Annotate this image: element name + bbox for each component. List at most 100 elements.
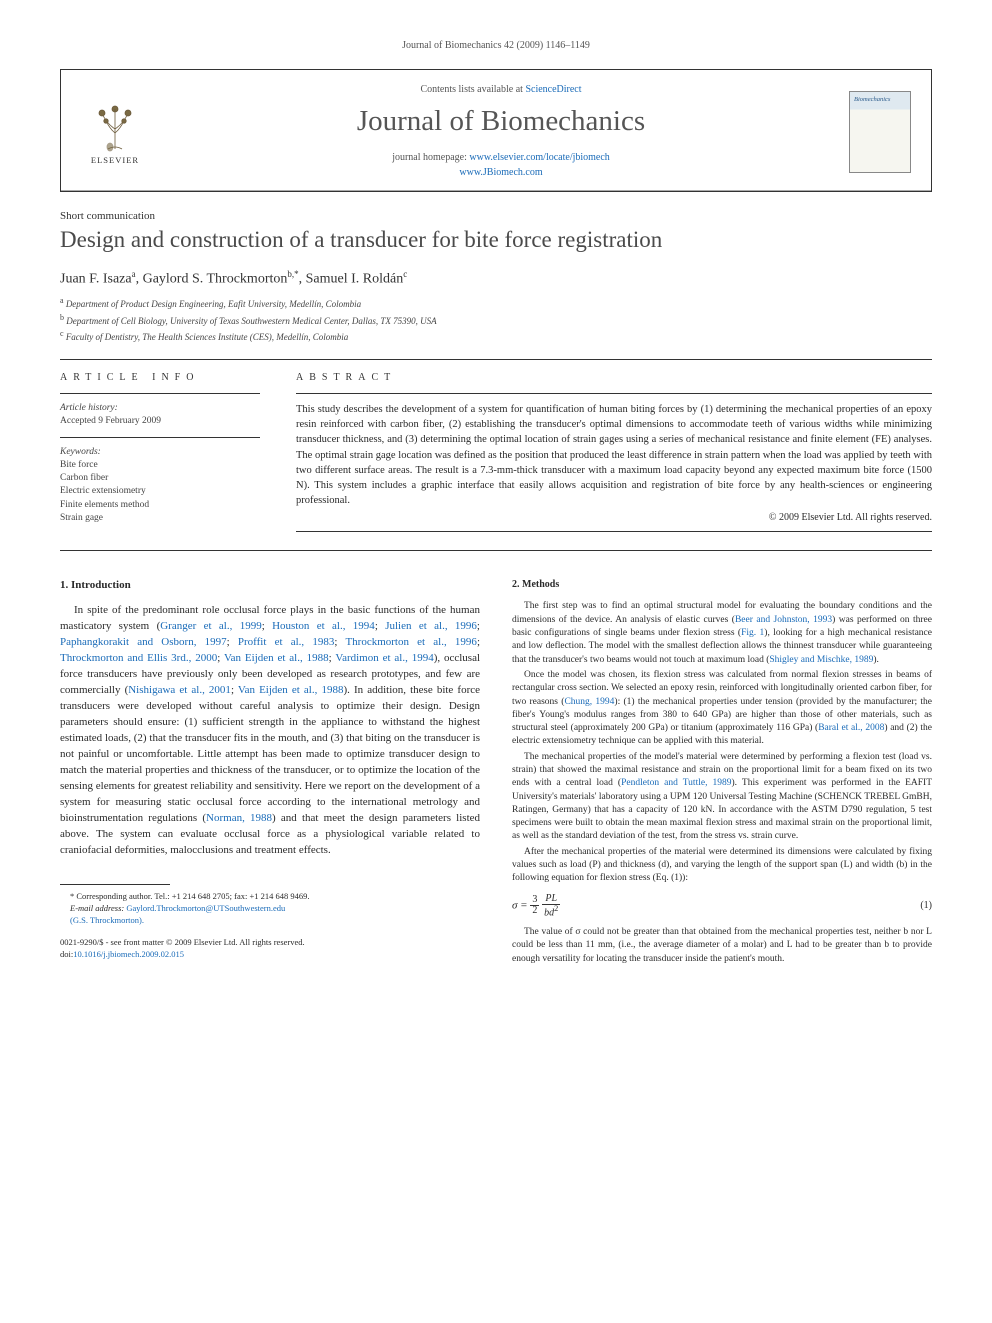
text: ; bbox=[334, 636, 345, 648]
citation-link[interactable]: Proffit et al., 1983 bbox=[238, 636, 334, 648]
affiliation: a Department of Product Design Engineeri… bbox=[60, 295, 932, 312]
author: Samuel I. Roldán bbox=[306, 271, 404, 286]
article-info-head: ARTICLE INFO bbox=[60, 372, 260, 383]
email-line: E-mail address: Gaylord.Throckmorton@UTS… bbox=[60, 903, 480, 915]
aff-sup: c bbox=[60, 329, 64, 338]
citation-link[interactable]: Beer and Johnston, 1993 bbox=[735, 615, 832, 625]
elsevier-tree-icon bbox=[88, 99, 142, 153]
email-label: E-mail address: bbox=[70, 903, 126, 913]
paragraph: The mechanical properties of the model's… bbox=[512, 751, 932, 844]
text: ; bbox=[231, 684, 238, 696]
left-column: 1. Introduction In spite of the predomin… bbox=[60, 579, 480, 967]
paragraph: Once the model was chosen, its flexion s… bbox=[512, 669, 932, 749]
info-abstract-row: ARTICLE INFO Article history: Accepted 9… bbox=[60, 372, 932, 541]
contents-available-line: Contents lists available at ScienceDirec… bbox=[173, 84, 829, 95]
affiliation: b Department of Cell Biology, University… bbox=[60, 312, 932, 329]
rule bbox=[60, 359, 932, 360]
equation-number: (1) bbox=[920, 900, 932, 911]
corresponding-footnote: * Corresponding author. Tel.: +1 214 648… bbox=[60, 891, 480, 927]
paragraph: The first step was to find an optimal st… bbox=[512, 600, 932, 666]
equation: σ = 32 PLbd2 bbox=[512, 894, 560, 918]
email-link[interactable]: Gaylord.Throckmorton@UTSouthwestern.edu bbox=[126, 903, 285, 913]
front-matter-line: 0021-9290/$ - see front matter © 2009 El… bbox=[60, 937, 480, 949]
rule bbox=[60, 437, 260, 438]
keyword: Carbon fiber bbox=[60, 472, 260, 485]
corr-author-line: * Corresponding author. Tel.: +1 214 648… bbox=[60, 891, 480, 903]
article-title: Design and construction of a transducer … bbox=[60, 226, 932, 255]
journal-name: Journal of Biomechanics bbox=[173, 105, 829, 138]
keywords-label: Keywords: bbox=[60, 446, 260, 459]
doi-link[interactable]: 10.1016/j.jbiomech.2009.02.015 bbox=[73, 949, 184, 959]
journal-header-box: ELSEVIER Contents lists available at Sci… bbox=[60, 69, 932, 192]
author-list: Juan F. Isazaa, Gaylord S. Throckmortonb… bbox=[60, 269, 932, 288]
aff-text: Department of Cell Biology, University o… bbox=[66, 316, 436, 326]
paragraph: After the mechanical properties of the m… bbox=[512, 846, 932, 886]
author-sup: a bbox=[132, 269, 136, 279]
citation-link[interactable]: Van Eijden et al., 1988 bbox=[238, 684, 344, 696]
aff-text: Department of Product Design Engineering… bbox=[66, 299, 361, 309]
keyword: Bite force bbox=[60, 459, 260, 472]
rule bbox=[60, 550, 932, 551]
affiliation: c Faculty of Dentistry, The Health Scien… bbox=[60, 328, 932, 345]
text: ; bbox=[375, 620, 385, 632]
text: ; bbox=[217, 652, 224, 664]
article-history: Article history: Accepted 9 February 200… bbox=[60, 402, 260, 429]
running-head: Journal of Biomechanics 42 (2009) 1146–1… bbox=[60, 40, 932, 51]
keywords-block: Keywords: Bite force Carbon fiber Electr… bbox=[60, 446, 260, 526]
elsevier-logo: ELSEVIER bbox=[81, 94, 149, 170]
author: Gaylord S. Throckmorton bbox=[143, 271, 288, 286]
citation-link[interactable]: Chung, 1994 bbox=[564, 697, 614, 707]
homepage-url-2[interactable]: www.JBiomech.com bbox=[459, 167, 542, 178]
doi-block: 0021-9290/$ - see front matter © 2009 El… bbox=[60, 937, 480, 961]
citation-link[interactable]: Throckmorton et al., 1996 bbox=[345, 636, 477, 648]
citation-link[interactable]: Throckmorton and Ellis 3rd., 2000 bbox=[60, 652, 217, 664]
journal-homepage-line: journal homepage: www.elsevier.com/locat… bbox=[173, 150, 829, 180]
abstract-text: This study describes the development of … bbox=[296, 402, 932, 509]
homepage-url-1[interactable]: www.elsevier.com/locate/jbiomech bbox=[469, 152, 609, 163]
text: ; bbox=[227, 636, 238, 648]
section-heading: 2. Methods bbox=[512, 579, 932, 590]
citation-link[interactable]: Houston et al., 1994 bbox=[272, 620, 375, 632]
citation-link[interactable]: Baral et al., 2008 bbox=[818, 723, 884, 733]
rule bbox=[296, 393, 932, 394]
citation-link[interactable]: Julien et al., 1996 bbox=[385, 620, 477, 632]
sciencedirect-link[interactable]: ScienceDirect bbox=[525, 84, 581, 95]
keyword: Finite elements method bbox=[60, 499, 260, 512]
abstract-col: ABSTRACT This study describes the develo… bbox=[296, 372, 932, 541]
equation-row: σ = 32 PLbd2 (1) bbox=[512, 894, 932, 918]
citation-link[interactable]: Nishigawa et al., 2001 bbox=[128, 684, 231, 696]
email-who: (G.S. Throckmorton). bbox=[60, 915, 480, 927]
text: ). In addition, these bite force transdu… bbox=[60, 684, 480, 824]
citation-link[interactable]: Pendleton and Tuttle, 1989 bbox=[621, 778, 731, 788]
cover-title: Biomechanics bbox=[854, 96, 906, 103]
abstract-head: ABSTRACT bbox=[296, 372, 932, 383]
citation-link[interactable]: Shigley and Mischke, 1989 bbox=[769, 655, 873, 665]
journal-cover-thumb: Biomechanics bbox=[849, 91, 911, 173]
citation-link[interactable]: Norman, 1988 bbox=[206, 812, 272, 824]
paragraph: The value of σ could not be greater than… bbox=[512, 926, 932, 966]
affiliations: a Department of Product Design Engineeri… bbox=[60, 295, 932, 345]
rule bbox=[60, 393, 260, 394]
history-text: Accepted 9 February 2009 bbox=[60, 415, 260, 428]
author: Juan F. Isaza bbox=[60, 271, 132, 286]
right-column: 2. Methods The first step was to find an… bbox=[512, 579, 932, 967]
text: ; bbox=[262, 620, 272, 632]
footnote-rule bbox=[60, 884, 170, 885]
citation-link[interactable]: Paphangkorakit and Osborn, 1997 bbox=[60, 636, 227, 648]
citation-link[interactable]: Vardimon et al., 1994 bbox=[335, 652, 433, 664]
elsevier-wordmark: ELSEVIER bbox=[91, 155, 139, 165]
author-sup: c bbox=[403, 269, 407, 279]
text: ; bbox=[477, 620, 480, 632]
figure-link[interactable]: Fig. 1 bbox=[741, 628, 764, 638]
citation-link[interactable]: Van Eijden et al., 1988 bbox=[224, 652, 329, 664]
journal-header-row: ELSEVIER Contents lists available at Sci… bbox=[61, 70, 931, 191]
aff-sup: b bbox=[60, 313, 64, 322]
rule bbox=[296, 531, 932, 532]
aff-text: Faculty of Dentistry, The Health Science… bbox=[66, 332, 348, 342]
keyword: Electric extensiometry bbox=[60, 485, 260, 498]
text: ). bbox=[873, 655, 879, 665]
text: ; bbox=[477, 636, 480, 648]
history-label: Article history: bbox=[60, 402, 260, 415]
article-type: Short communication bbox=[60, 210, 932, 222]
citation-link[interactable]: Granger et al., 1999 bbox=[160, 620, 261, 632]
